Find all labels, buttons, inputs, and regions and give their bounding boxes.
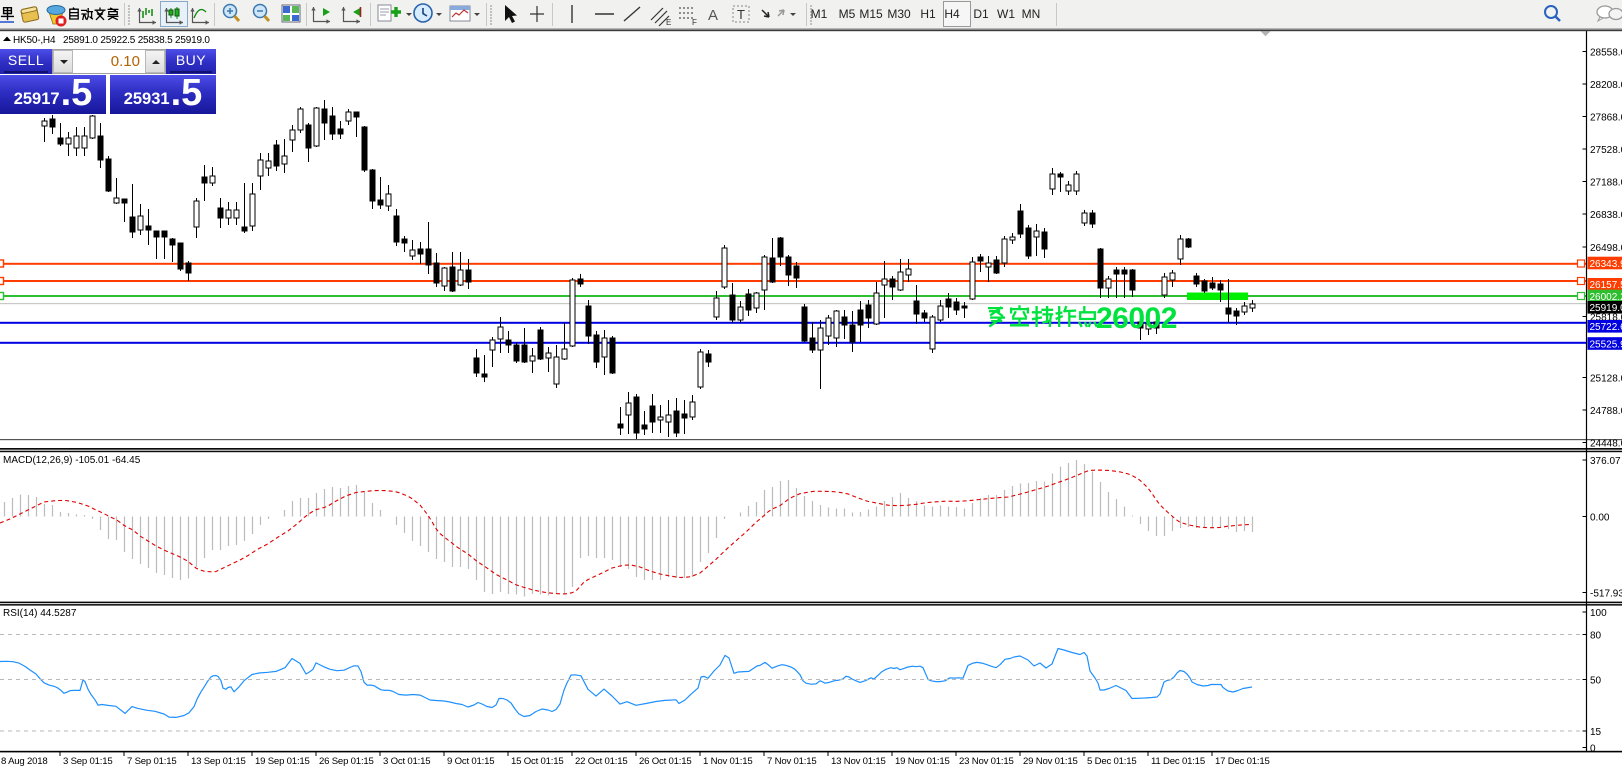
svg-text:1 Nov 01:15: 1 Nov 01:15 (703, 756, 753, 767)
svg-text:27528.0: 27528.0 (1590, 145, 1622, 156)
svg-text:0: 0 (1590, 743, 1596, 754)
svg-text:28558.0: 28558.0 (1590, 47, 1622, 58)
svg-text:27868.0: 27868.0 (1590, 112, 1622, 123)
svg-text:F: F (692, 18, 697, 27)
svg-text:376.07: 376.07 (1590, 456, 1621, 467)
svg-text:19 Sep 01:15: 19 Sep 01:15 (255, 756, 310, 767)
svg-text:25818.0: 25818.0 (1590, 312, 1622, 323)
svg-text:15 Oct 01:15: 15 Oct 01:15 (511, 756, 564, 767)
svg-text:3 Oct 01:15: 3 Oct 01:15 (383, 756, 430, 767)
svg-text:13 Nov 01:15: 13 Nov 01:15 (831, 756, 886, 767)
svg-text:24788.0: 24788.0 (1590, 406, 1622, 417)
svg-text:T: T (737, 7, 745, 22)
svg-text:RSI(14) 44.5287: RSI(14) 44.5287 (3, 608, 77, 619)
svg-text:11 Dec 01:15: 11 Dec 01:15 (1151, 756, 1205, 767)
svg-text:26157.5: 26157.5 (1590, 280, 1622, 291)
svg-text:23 Nov 01:15: 23 Nov 01:15 (959, 756, 1014, 767)
svg-text:26343.9: 26343.9 (1590, 259, 1622, 270)
svg-text:M15: M15 (859, 7, 883, 21)
svg-text:26498.0: 26498.0 (1590, 243, 1622, 254)
svg-text:25722.6: 25722.6 (1590, 322, 1622, 333)
svg-text:50: 50 (1590, 675, 1602, 686)
svg-text:E: E (666, 18, 671, 27)
svg-text:22 Oct 01:15: 22 Oct 01:15 (575, 756, 628, 767)
svg-text:W1: W1 (997, 7, 1015, 21)
svg-text:H1: H1 (920, 7, 936, 21)
svg-text:D1: D1 (973, 7, 989, 21)
svg-text:H4: H4 (944, 7, 960, 21)
svg-text:-517.93: -517.93 (1590, 588, 1622, 599)
svg-text:5 Dec 01:15: 5 Dec 01:15 (1087, 756, 1137, 767)
svg-text:HK50-,H4 25891.0 25922.5 258: HK50-,H4 25891.0 25922.5 25838.5 25919.0 (13, 35, 210, 46)
svg-text:M30: M30 (887, 7, 911, 21)
svg-text:17 Dec 01:15: 17 Dec 01:15 (1215, 756, 1270, 767)
svg-text:26 Oct 01:15: 26 Oct 01:15 (639, 756, 692, 767)
svg-text:26838.0: 26838.0 (1590, 210, 1622, 221)
svg-text:24448.0: 24448.0 (1590, 438, 1622, 449)
svg-text:7 Nov 01:15: 7 Nov 01:15 (767, 756, 817, 767)
svg-text:19 Nov 01:15: 19 Nov 01:15 (895, 756, 950, 767)
svg-text:27188.0: 27188.0 (1590, 177, 1622, 188)
svg-text:26 Sep 01:15: 26 Sep 01:15 (319, 756, 374, 767)
svg-text:MN: MN (1022, 7, 1041, 21)
svg-text:80: 80 (1590, 630, 1602, 641)
svg-text:25525.9: 25525.9 (1590, 339, 1622, 350)
svg-text:25919.0: 25919.0 (1590, 303, 1622, 314)
svg-text:M5: M5 (839, 7, 856, 21)
svg-text:A: A (708, 7, 718, 24)
svg-text:7 Sep 01:15: 7 Sep 01:15 (127, 756, 177, 767)
svg-text:26002: 26002 (1096, 302, 1177, 335)
svg-text:100: 100 (1590, 608, 1607, 619)
svg-text:M1: M1 (811, 7, 828, 21)
svg-text:28208.0: 28208.0 (1590, 80, 1622, 91)
svg-text:3 Sep 01:15: 3 Sep 01:15 (63, 756, 113, 767)
svg-text:0.00: 0.00 (1590, 512, 1610, 523)
svg-text:29 Nov 01:15: 29 Nov 01:15 (1023, 756, 1078, 767)
svg-text:13 Sep 01:15: 13 Sep 01:15 (191, 756, 246, 767)
svg-text:8 Aug 2018: 8 Aug 2018 (1, 756, 48, 767)
svg-text:9 Oct 01:15: 9 Oct 01:15 (447, 756, 494, 767)
svg-text:25128.0: 25128.0 (1590, 373, 1622, 384)
svg-text:26002.2: 26002.2 (1590, 292, 1622, 303)
svg-text:15: 15 (1590, 727, 1602, 738)
svg-text:MACD(12,26,9) -105.01 -64.45: MACD(12,26,9) -105.01 -64.45 (3, 455, 141, 466)
